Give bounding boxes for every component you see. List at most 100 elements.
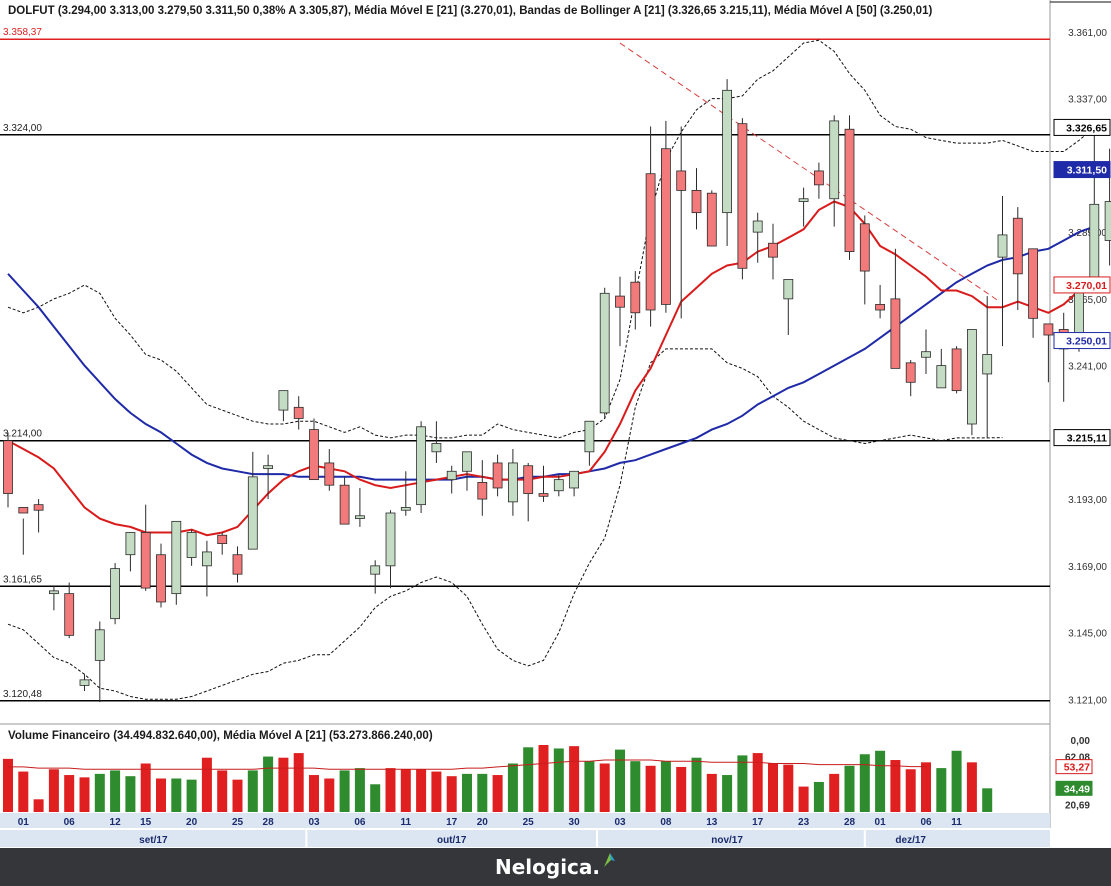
volume-bar xyxy=(171,778,182,812)
candle-body xyxy=(247,476,258,550)
candle-body xyxy=(783,279,794,300)
candle-body xyxy=(94,629,105,661)
x-axis-day-label: 03 xyxy=(308,817,320,828)
volume-bar xyxy=(462,773,472,812)
volume-bar xyxy=(584,761,595,812)
price-axis-tick: 3.337,00 xyxy=(1068,95,1107,106)
x-axis-day-label: 11 xyxy=(951,817,962,828)
candle-body xyxy=(156,554,166,603)
volume-bar xyxy=(217,770,228,812)
volume-bar xyxy=(446,776,457,812)
axis-value-marker xyxy=(1053,161,1111,179)
sma50-line xyxy=(7,225,1095,481)
volume-bar xyxy=(706,773,717,812)
candle-body xyxy=(64,593,75,636)
volume-bar xyxy=(630,761,641,812)
volume-bar xyxy=(125,776,136,812)
volume-bar xyxy=(722,775,733,812)
candle-body xyxy=(997,234,1008,258)
candle-body xyxy=(630,281,641,314)
x-axis-day-label: 17 xyxy=(752,817,764,828)
volume-bar xyxy=(477,773,488,812)
candle-body xyxy=(370,565,381,575)
volume-bar xyxy=(3,758,13,812)
volume-bar xyxy=(966,762,977,812)
volume-bar xyxy=(18,771,29,812)
candle-body xyxy=(1012,217,1023,275)
x-axis-day-label: 28 xyxy=(263,817,275,828)
x-axis-day-label: 11 xyxy=(401,817,412,828)
x-axis-day-label: 25 xyxy=(523,817,535,828)
price-panel: 3.121,003.145,003.169,003.193,003.217,00… xyxy=(0,0,1111,828)
candle-body xyxy=(645,173,656,311)
candle-body xyxy=(477,482,488,500)
candle-body xyxy=(722,89,732,214)
volume-bar xyxy=(737,755,748,812)
nelogica-logo: Nelogica. xyxy=(494,855,601,879)
candle-body xyxy=(982,354,993,375)
volume-bar xyxy=(752,753,763,812)
candle-body xyxy=(1043,323,1054,336)
volume-bar xyxy=(936,768,947,812)
price-header: DOLFUT (3.294,00 3.313,00 3.279,50 3.311… xyxy=(8,5,932,17)
candle-body xyxy=(706,192,717,247)
volume-value-label: 53,27 xyxy=(1064,762,1090,774)
volume-bar xyxy=(768,763,778,812)
price-axis-tick: 3.169,00 xyxy=(1068,562,1107,573)
candle-body xyxy=(569,470,579,489)
candle-body xyxy=(538,493,549,497)
x-axis-day-label: 17 xyxy=(446,817,458,828)
axis-value-marker xyxy=(1053,429,1111,447)
volume-bar xyxy=(232,779,243,812)
volume-bar xyxy=(64,775,75,812)
volume-bar xyxy=(156,778,166,812)
axis-value-label: 3.270,01 xyxy=(1066,280,1107,292)
x-axis-day-label: 13 xyxy=(706,817,718,828)
volume-bar xyxy=(538,745,549,812)
axis-value-marker xyxy=(1053,276,1111,294)
price-axis-tick: 3.289,00 xyxy=(1068,228,1107,239)
volume-bar xyxy=(400,769,411,812)
volume-bar xyxy=(94,773,105,812)
volume-bar xyxy=(201,757,212,812)
price-level-label: 3.214,00 xyxy=(3,429,42,440)
volume-bar xyxy=(523,747,534,812)
candle-body xyxy=(553,479,564,492)
volume-bar xyxy=(431,771,442,812)
x-axis-day-band xyxy=(0,813,1050,828)
volume-bar xyxy=(553,748,564,812)
volume-bar xyxy=(676,766,687,812)
candle-body xyxy=(1104,201,1111,241)
volume-bar xyxy=(79,777,90,812)
axis-value-label: 3.250,01 xyxy=(1066,336,1107,348)
volume-bar xyxy=(309,775,319,812)
candle-body xyxy=(462,451,472,472)
x-axis-day-label: 20 xyxy=(186,817,198,828)
volume-bar xyxy=(293,753,304,812)
candle-body xyxy=(324,462,335,486)
x-axis-day-label: 25 xyxy=(232,817,244,828)
volume-bar xyxy=(110,770,121,812)
price-axis-tick: 3.145,00 xyxy=(1068,629,1107,640)
volume-bar xyxy=(890,760,901,812)
candle-body xyxy=(599,292,610,414)
candle-body xyxy=(416,426,427,506)
bollinger-upper-band xyxy=(7,39,1095,439)
volume-bar xyxy=(492,775,503,812)
volume-bar xyxy=(783,764,794,812)
trendline xyxy=(619,42,1000,302)
volume-bar xyxy=(385,768,396,812)
x-axis-day-label: 03 xyxy=(614,817,626,828)
candle-body xyxy=(3,440,13,494)
candle-body xyxy=(859,223,870,272)
candle-body xyxy=(232,554,243,575)
volume-axis-tick: 62,08 xyxy=(1065,752,1090,763)
volume-bar xyxy=(982,788,993,812)
axis-value-marker xyxy=(1053,332,1111,350)
candle-body xyxy=(890,298,901,369)
candle-body xyxy=(49,590,59,595)
candle-body xyxy=(201,551,212,567)
ema21-line xyxy=(7,200,1095,537)
volume-bar xyxy=(951,750,962,812)
candle-body xyxy=(263,465,274,469)
